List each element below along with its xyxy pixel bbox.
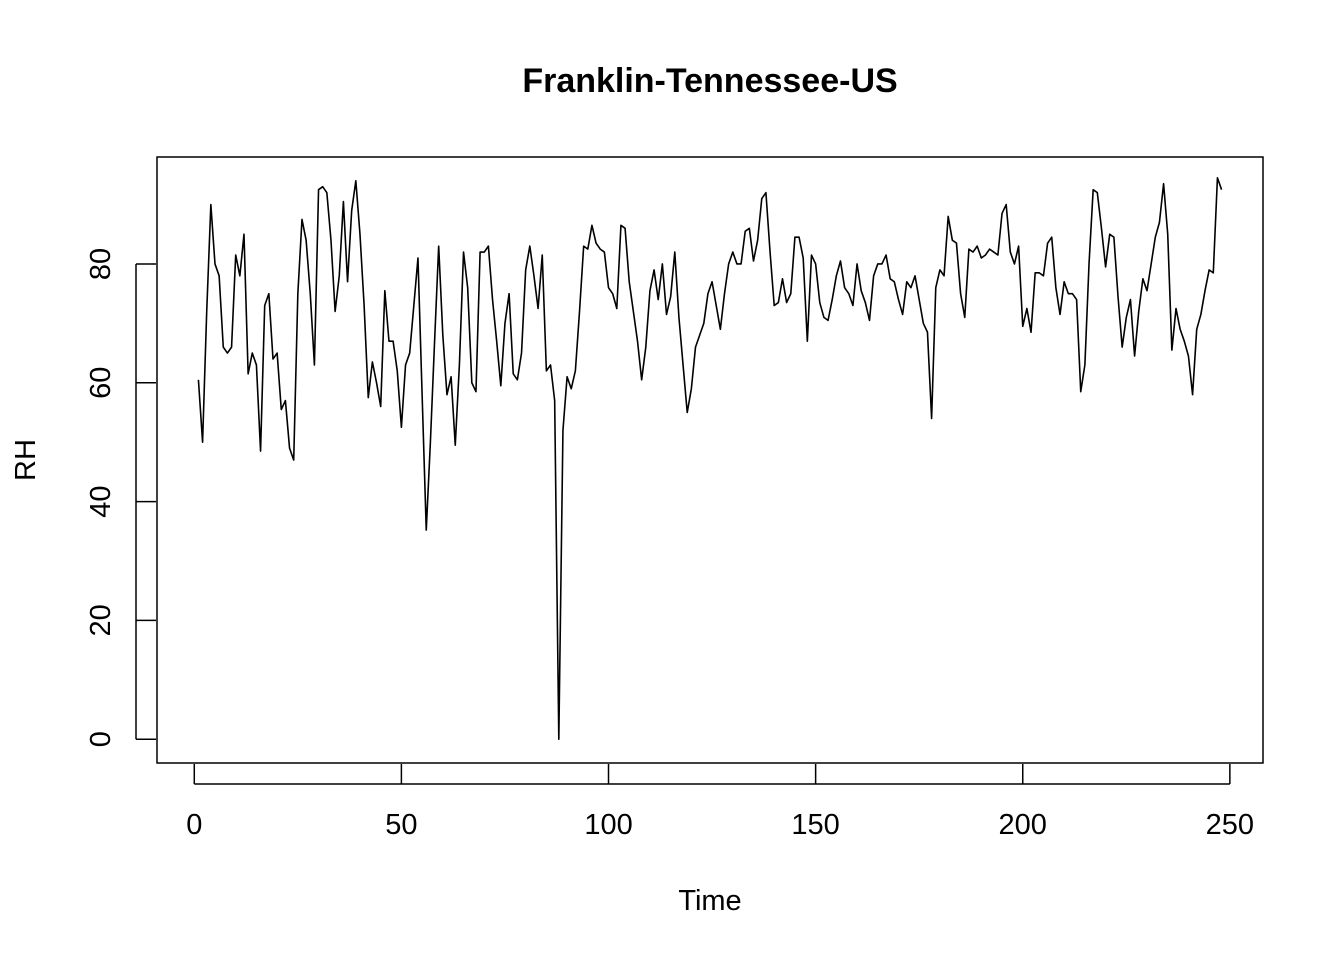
y-axis-label: RH: [10, 439, 42, 481]
y-tick-label: 40: [85, 485, 117, 517]
x-tick-label: 50: [385, 809, 417, 841]
series-group: [197, 176, 1223, 741]
y-tick-label: 80: [85, 248, 117, 280]
x-axis: 0 50 100 150 200 250: [186, 764, 1254, 841]
x-tick-label: 100: [584, 809, 632, 841]
chart-title: Franklin-Tennessee-US: [522, 62, 897, 100]
x-tick-label: 200: [999, 809, 1047, 841]
x-tick-label: 0: [186, 809, 202, 841]
x-tick-label: 150: [791, 809, 839, 841]
y-tick-label: 0: [85, 731, 117, 747]
x-axis-label: Time: [678, 885, 741, 917]
y-tick-label: 20: [85, 604, 117, 636]
rh-series-line: [197, 176, 1223, 741]
plot-frame: [156, 156, 1264, 764]
y-axis: 0 20 40 60 80: [85, 248, 156, 747]
x-tick-label: 250: [1206, 809, 1254, 841]
y-tick-label: 60: [85, 367, 117, 399]
